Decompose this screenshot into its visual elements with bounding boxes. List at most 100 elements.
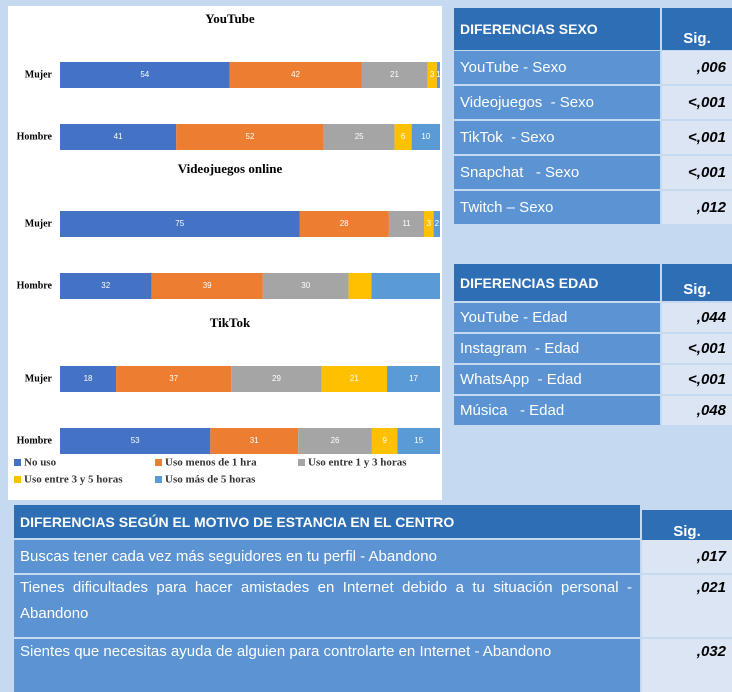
bar-segment — [371, 428, 398, 454]
bar-segment — [321, 366, 388, 392]
sig-header: Sig. — [662, 264, 732, 301]
legend-swatch — [155, 476, 162, 483]
sig-value: <,001 — [662, 86, 732, 119]
data-label: 26 — [331, 436, 340, 445]
bar-segment — [323, 124, 395, 150]
data-label: 3 — [427, 219, 432, 228]
data-label: 10 — [421, 132, 430, 141]
category-label: Hombre — [17, 131, 53, 142]
bar-segment — [210, 428, 299, 454]
bar-segment — [60, 62, 230, 88]
sig-value: <,001 — [662, 334, 732, 363]
row-label: Tienes dificultades para hacer amistades… — [14, 575, 640, 637]
data-label: 6 — [401, 132, 406, 141]
data-label: 41 — [114, 132, 123, 141]
category-label: Mujer — [25, 218, 53, 229]
data-label: 30 — [301, 281, 310, 290]
sig-value: ,044 — [662, 303, 732, 332]
row-label: Buscas tener cada vez más seguidores en … — [14, 540, 640, 573]
bar-segment — [60, 211, 300, 237]
bar-segment — [299, 211, 389, 237]
bar-segment — [176, 124, 324, 150]
bar-segment — [371, 273, 440, 299]
bar-segment — [60, 428, 211, 454]
legend-label: Uso menos de 1 hra — [165, 457, 257, 469]
bar-segment — [60, 366, 117, 392]
data-label: 42 — [291, 70, 300, 79]
legend-swatch — [298, 459, 305, 466]
table-header: DIFERENCIAS SEXO — [454, 8, 660, 50]
legend-swatch — [155, 459, 162, 466]
data-label: 32 — [101, 281, 110, 290]
bar-segment — [60, 124, 177, 150]
bar-segment — [348, 273, 372, 299]
sig-value: ,032 — [642, 639, 732, 692]
sig-value: ,017 — [642, 540, 732, 573]
sig-value: ,048 — [662, 396, 732, 425]
legend-label: No uso — [24, 457, 57, 469]
row-label: Snapchat - Sexo — [454, 156, 660, 189]
sig-value: ,012 — [662, 191, 732, 224]
data-label: 21 — [350, 374, 359, 383]
legend-label: Uso más de 5 horas — [165, 474, 256, 486]
data-label: 11 — [402, 219, 411, 228]
data-label: 9 — [382, 436, 387, 445]
data-label: 21 — [390, 70, 399, 79]
chart-title: Videojuegos online — [178, 161, 283, 176]
bar-segment — [387, 366, 440, 392]
row-label: YouTube - Edad — [454, 303, 660, 332]
row-label: Música - Edad — [454, 396, 660, 425]
data-label: 54 — [140, 70, 149, 79]
category-label: Hombre — [17, 435, 53, 446]
chart-background — [8, 6, 442, 500]
chart-title: TikTok — [210, 315, 251, 330]
sig-value: <,001 — [662, 121, 732, 154]
data-label: 18 — [84, 374, 93, 383]
row-label: TikTok - Sexo — [454, 121, 660, 154]
chart-title: YouTube — [205, 11, 255, 26]
bar-segment — [388, 211, 425, 237]
bar-segment — [436, 62, 440, 88]
data-label: 75 — [175, 219, 184, 228]
data-label: 52 — [246, 132, 255, 141]
bar-segment — [361, 62, 428, 88]
bar-segment — [231, 366, 322, 392]
bar-segment — [116, 366, 232, 392]
legend-label: Uso entre 3 y 5 horas — [24, 474, 123, 486]
row-label: Twitch – Sexo — [454, 191, 660, 224]
bar-segment — [151, 273, 263, 299]
legend-swatch — [14, 476, 21, 483]
data-label: 25 — [355, 132, 364, 141]
bar-segment — [394, 124, 412, 150]
data-label: 37 — [169, 374, 178, 383]
sig-value: <,001 — [662, 156, 732, 189]
legend-swatch — [14, 459, 21, 466]
bar-segment — [427, 62, 437, 88]
data-label: 53 — [131, 436, 140, 445]
sig-header: Sig. — [662, 8, 732, 50]
category-label: Mujer — [25, 69, 53, 80]
data-label: 2 — [435, 219, 440, 228]
bar-segment — [433, 211, 440, 237]
bar-segment — [424, 211, 434, 237]
data-label: 39 — [203, 281, 212, 290]
bar-segment — [397, 428, 440, 454]
data-label: 15 — [414, 436, 423, 445]
row-label: Videojuegos - Sexo — [454, 86, 660, 119]
row-label: Instagram - Edad — [454, 334, 660, 363]
table-header: DIFERENCIAS EDAD — [454, 264, 660, 301]
table-header: DIFERENCIAS SEGÚN EL MOTIVO DE ESTANCIA … — [14, 505, 640, 538]
sig-value: <,001 — [662, 365, 732, 394]
data-label: 3 — [430, 70, 435, 79]
category-label: Mujer — [25, 373, 53, 384]
legend-label: Uso entre 1 y 3 horas — [308, 457, 407, 469]
data-label: 31 — [250, 436, 259, 445]
bar-segment — [262, 273, 349, 299]
row-label: YouTube - Sexo — [454, 51, 660, 84]
category-label: Hombre — [17, 280, 53, 291]
bar-segment — [411, 124, 440, 150]
sig-value: ,021 — [642, 575, 732, 637]
row-label: Sientes que necesitas ayuda de alguien p… — [14, 639, 640, 692]
